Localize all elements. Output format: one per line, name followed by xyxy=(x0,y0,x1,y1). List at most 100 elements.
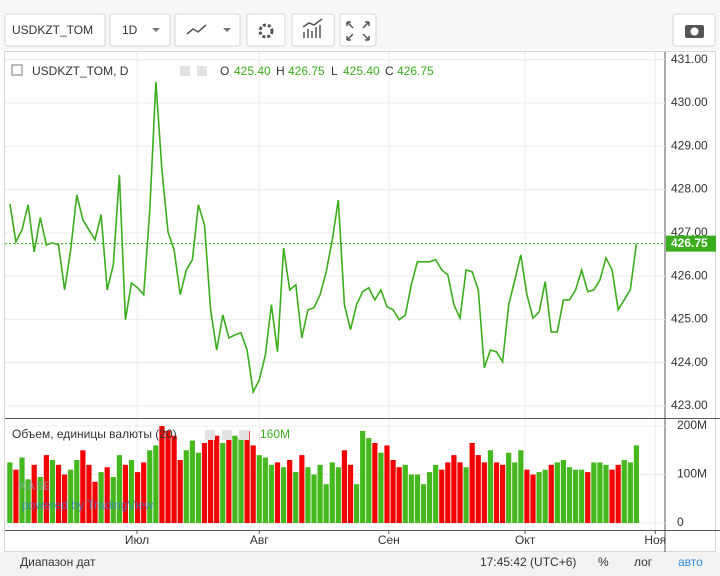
volume-bar xyxy=(19,457,25,524)
volume-bar xyxy=(244,430,250,524)
symbol: USDKZT_TOM xyxy=(12,23,93,37)
volume-bar xyxy=(250,445,256,524)
indicators-button[interactable] xyxy=(291,13,335,47)
volume-bar xyxy=(311,474,317,524)
high-value: 426.75 xyxy=(288,64,325,78)
high-label: H xyxy=(276,64,285,78)
status-bar xyxy=(0,552,720,576)
x-tick-label: Авг xyxy=(250,533,269,547)
y-tick-label: 425.00 xyxy=(671,312,708,326)
volume-bar xyxy=(378,452,384,524)
x-tick-label: Сен xyxy=(378,533,400,547)
volume-bar xyxy=(506,452,512,524)
auto-toggle[interactable]: авто xyxy=(678,555,703,569)
legend-icon[interactable] xyxy=(180,66,190,76)
y-tick-label: 426.00 xyxy=(671,268,708,282)
dropdown-arrow xyxy=(223,28,231,32)
volume-bar xyxy=(536,472,542,524)
collapse-icon[interactable] xyxy=(11,64,23,76)
volume-bar xyxy=(238,438,244,524)
volume-bar xyxy=(274,462,281,524)
volume-bar xyxy=(159,426,165,524)
volume-bar xyxy=(445,462,451,524)
volume-bar xyxy=(426,472,433,524)
legend-icon[interactable] xyxy=(239,430,249,440)
camera-lens xyxy=(690,27,699,36)
volume-bar xyxy=(335,467,341,524)
y-tick-label: 430.00 xyxy=(671,95,708,109)
volume-bar xyxy=(7,462,13,524)
dropdown-arrow xyxy=(152,28,160,32)
y-tick-label: 424.00 xyxy=(671,355,708,369)
volume-bar xyxy=(420,484,427,524)
volume-bar xyxy=(80,450,86,524)
legend-icon[interactable] xyxy=(222,430,232,440)
y-tick-label: 423.00 xyxy=(671,398,708,412)
volume-value: 160M xyxy=(260,427,290,441)
volume-tick-label: 200M xyxy=(677,418,707,432)
percent-toggle[interactable]: % xyxy=(598,555,609,569)
volume-bar xyxy=(487,450,494,524)
volume-bar xyxy=(591,462,597,524)
volume-bar xyxy=(366,438,372,524)
volume-bar xyxy=(554,462,560,524)
legend-icon[interactable] xyxy=(197,66,207,76)
interval-box[interactable] xyxy=(109,13,171,47)
date-range[interactable]: Диапазон дат xyxy=(20,555,96,569)
volume-bar xyxy=(317,464,323,524)
volume-bar xyxy=(615,464,621,524)
volume-bar xyxy=(621,459,627,524)
volume-bar xyxy=(268,464,275,524)
volume-bar xyxy=(189,440,195,524)
log-toggle[interactable]: лог xyxy=(634,555,653,569)
volume-tick-label: 100M xyxy=(677,467,707,481)
settings-button[interactable] xyxy=(246,13,286,47)
volume-bar xyxy=(408,474,414,524)
volume-bar xyxy=(177,459,183,524)
volume-bar xyxy=(633,445,640,524)
last-price-box xyxy=(666,235,716,252)
volume-bar xyxy=(390,459,396,524)
x-tick-label: Ноя xyxy=(644,533,666,547)
close-label: C xyxy=(385,64,394,78)
volume-bar xyxy=(542,469,548,524)
volume-bar xyxy=(43,455,49,524)
volume-bar xyxy=(603,464,609,524)
volume-bar xyxy=(31,464,37,524)
volume-bar xyxy=(98,472,104,524)
volume-bar xyxy=(566,467,573,524)
low-value: 425.40 xyxy=(343,64,380,78)
volume-bar xyxy=(195,452,202,524)
last-price-label: 426.75 xyxy=(671,236,708,250)
low-label: L xyxy=(331,64,338,78)
volume-tick-label: 0 xyxy=(677,515,684,529)
x-tick-label: Июл xyxy=(125,533,149,547)
volume-bar xyxy=(62,474,68,524)
volume-bar xyxy=(329,462,335,524)
fullscreen-button[interactable] xyxy=(339,13,377,47)
volume-bar xyxy=(347,464,354,524)
volume-bar xyxy=(141,462,147,524)
volume-bar xyxy=(147,450,153,524)
volume-bar xyxy=(524,469,530,524)
interval: 1D xyxy=(122,23,138,37)
volume-bar xyxy=(433,464,439,524)
volume-bar xyxy=(475,455,481,524)
y-tick-label: 429.00 xyxy=(671,138,708,152)
legend-icon[interactable] xyxy=(205,430,215,440)
chart-type-button[interactable] xyxy=(174,13,241,47)
clock: 17:45:42 (UTC+6) xyxy=(480,555,576,569)
volume-bar xyxy=(86,464,92,524)
symbol-box[interactable] xyxy=(4,13,106,47)
volume-bar xyxy=(512,462,518,524)
volume-title: Объем, единицы валюты (20) xyxy=(12,427,177,441)
volume-bar xyxy=(451,455,457,524)
volume-bar xyxy=(183,450,189,524)
price-line xyxy=(9,81,638,395)
volume-bar xyxy=(122,464,129,524)
volume-bar xyxy=(305,467,311,524)
volume-bar xyxy=(226,438,232,524)
line-icon xyxy=(186,24,207,35)
volume-bar xyxy=(262,457,268,524)
